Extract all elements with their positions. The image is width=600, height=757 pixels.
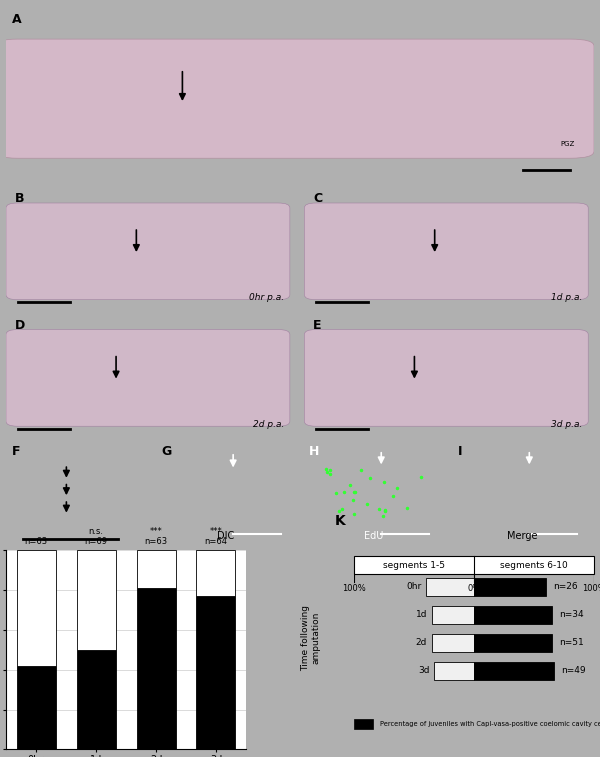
Text: n.s.: n.s. [89, 527, 104, 536]
Text: PGZ: PGZ [561, 142, 575, 147]
FancyBboxPatch shape [0, 39, 594, 158]
Bar [474, 578, 546, 596]
Bar [137, 550, 176, 588]
Text: segments 1-5: segments 1-5 [383, 560, 445, 569]
Text: 0hr: 0hr [406, 582, 421, 591]
Text: n=63: n=63 [25, 537, 47, 546]
Bar [196, 550, 235, 596]
Text: n=26: n=26 [553, 582, 578, 591]
Text: ***: *** [209, 527, 223, 536]
Text: 2d: 2d [416, 638, 427, 647]
Text: 3d: 3d [418, 666, 430, 675]
Bar [354, 718, 373, 730]
Text: 0hr p.a.: 0hr p.a. [249, 293, 284, 302]
Text: 3d p.a.: 3d p.a. [551, 419, 583, 428]
Bar [77, 550, 115, 650]
Text: D: D [14, 319, 25, 332]
Text: n=69: n=69 [85, 537, 107, 546]
Text: Time following
amputation: Time following amputation [301, 605, 320, 671]
Text: E: E [313, 319, 322, 332]
Text: n=34: n=34 [559, 610, 584, 619]
Bar [137, 588, 176, 749]
FancyBboxPatch shape [6, 329, 290, 426]
Text: segments 6-10: segments 6-10 [500, 560, 568, 569]
Text: C: C [313, 192, 322, 205]
Bar [474, 634, 552, 652]
Text: DIC: DIC [217, 531, 235, 541]
FancyBboxPatch shape [6, 203, 290, 300]
Text: n=49: n=49 [562, 666, 586, 675]
Bar [434, 662, 474, 680]
Text: K: K [335, 514, 346, 528]
Bar [354, 556, 594, 574]
FancyBboxPatch shape [304, 203, 588, 300]
Text: 100%: 100% [342, 584, 366, 593]
Text: Percentage of juveniles with CapI-vasa-positive coelomic cavity cells in segment: Percentage of juveniles with CapI-vasa-p… [380, 721, 600, 727]
Bar [432, 634, 474, 652]
Text: 2d p.a.: 2d p.a. [253, 419, 284, 428]
Bar [474, 662, 554, 680]
Bar [17, 665, 56, 749]
Text: F: F [12, 444, 20, 458]
FancyBboxPatch shape [304, 329, 588, 426]
Bar [432, 606, 474, 624]
Bar [474, 606, 552, 624]
Text: H: H [310, 444, 320, 458]
Text: Merge: Merge [507, 531, 538, 541]
Text: 1d p.a.: 1d p.a. [551, 293, 583, 302]
Text: 100%: 100% [582, 584, 600, 593]
Text: A: A [12, 13, 22, 26]
Bar [77, 650, 115, 749]
Text: 0%: 0% [467, 584, 481, 593]
Text: n=63: n=63 [145, 537, 167, 546]
Text: I: I [457, 444, 462, 458]
Text: n=64: n=64 [205, 537, 227, 546]
Text: n=51: n=51 [559, 638, 584, 647]
Bar [17, 550, 56, 665]
Text: G: G [161, 444, 172, 458]
Text: 1d: 1d [416, 610, 427, 619]
Text: ***: *** [149, 527, 163, 536]
Bar [426, 578, 474, 596]
Text: EdU: EdU [364, 531, 384, 541]
Bar [196, 596, 235, 749]
Text: B: B [14, 192, 24, 205]
